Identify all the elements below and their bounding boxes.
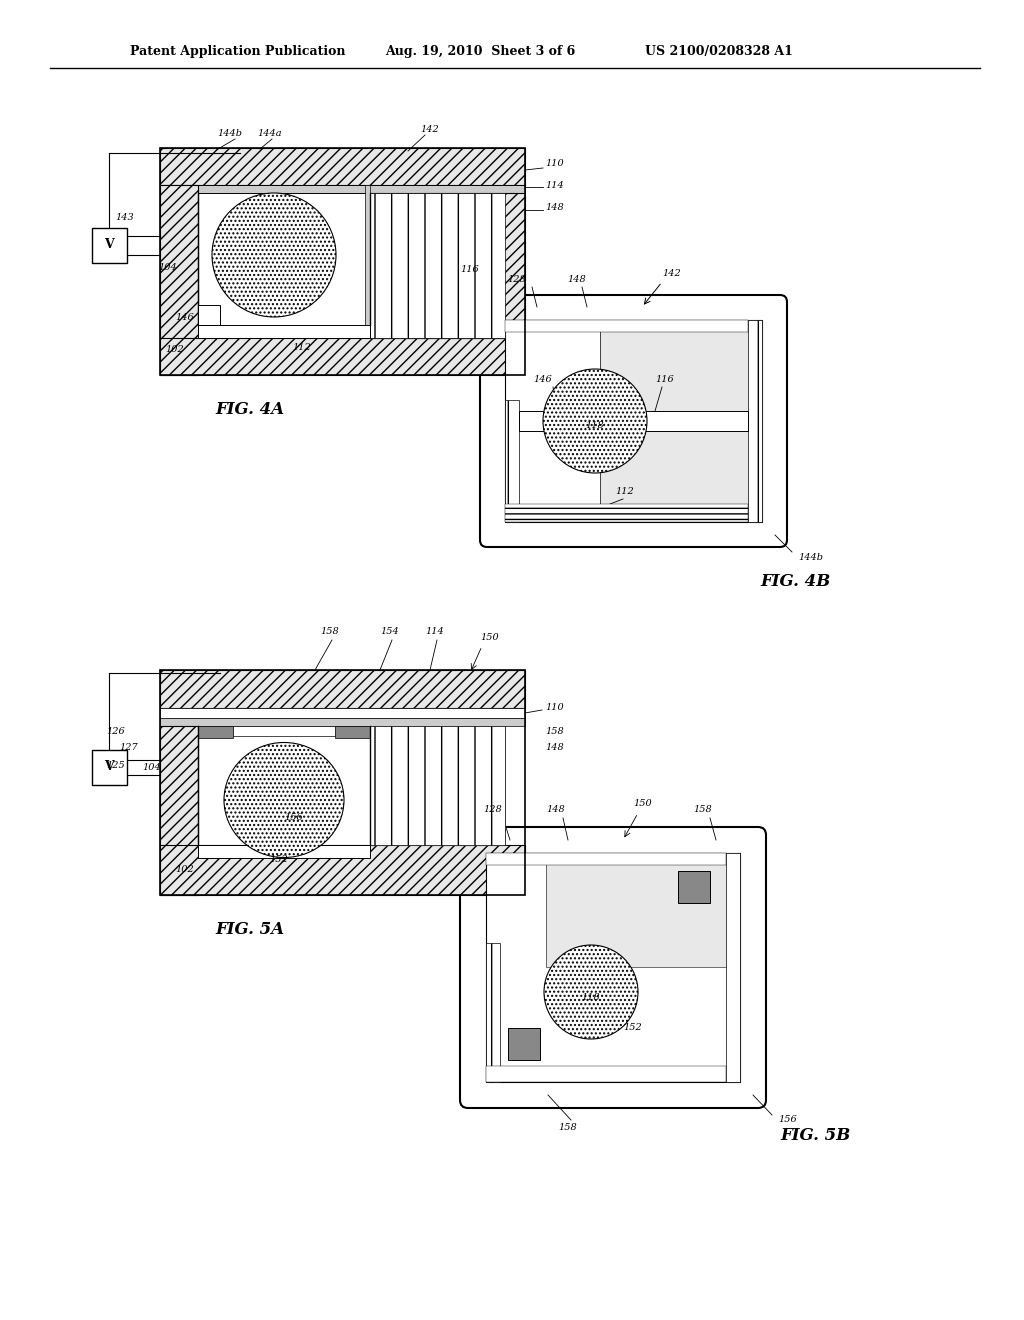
Text: 125: 125 (106, 760, 125, 770)
Text: 112: 112 (293, 343, 311, 352)
Bar (160, 185, 525, 193)
Bar (160, 148, 525, 375)
Text: 114: 114 (426, 627, 444, 636)
Bar (486, 853, 726, 865)
FancyBboxPatch shape (460, 828, 766, 1107)
Circle shape (212, 193, 336, 317)
Bar (370, 726, 505, 845)
Bar (198, 726, 233, 738)
Bar (160, 708, 525, 718)
Bar (486, 853, 740, 1082)
Text: 148: 148 (567, 276, 587, 285)
Text: 158: 158 (559, 1123, 578, 1133)
Text: 112: 112 (615, 487, 635, 496)
Text: 143: 143 (116, 214, 134, 223)
Text: US 2100/0208328 A1: US 2100/0208328 A1 (645, 45, 793, 58)
Text: 150: 150 (480, 634, 500, 643)
Bar (505, 319, 748, 333)
Text: 128: 128 (483, 805, 503, 814)
Text: 127: 127 (119, 742, 138, 751)
Text: 110: 110 (545, 704, 564, 713)
Bar (160, 338, 525, 375)
Text: 156: 156 (285, 813, 303, 822)
Text: 148: 148 (547, 805, 565, 814)
Text: 148: 148 (545, 743, 564, 752)
Bar (92, 228, 127, 263)
Text: 148: 148 (545, 203, 564, 213)
Text: 142: 142 (421, 125, 439, 135)
FancyBboxPatch shape (480, 294, 787, 546)
Bar (370, 193, 525, 338)
Bar (160, 845, 525, 895)
Text: 114: 114 (545, 181, 564, 190)
Text: 110: 110 (545, 158, 564, 168)
Text: 156: 156 (778, 1115, 797, 1125)
Text: FIG. 5A: FIG. 5A (215, 921, 285, 939)
Bar (160, 671, 525, 708)
Bar (600, 319, 762, 521)
Text: Patent Application Publication: Patent Application Publication (130, 45, 345, 58)
Text: 146: 146 (534, 375, 552, 384)
Text: 150: 150 (634, 799, 652, 808)
Bar (505, 400, 519, 521)
Bar (486, 1067, 726, 1082)
Circle shape (543, 370, 647, 473)
Text: 142: 142 (663, 269, 681, 279)
Text: 104: 104 (159, 264, 177, 272)
Bar (748, 319, 762, 521)
Text: 126: 126 (106, 727, 125, 737)
Text: 102: 102 (166, 346, 184, 355)
Text: FIG. 5B: FIG. 5B (780, 1126, 850, 1143)
Text: 158: 158 (321, 627, 339, 636)
Bar (233, 726, 335, 737)
Text: 152: 152 (624, 1023, 642, 1031)
Text: 104: 104 (142, 763, 162, 771)
Bar (370, 193, 505, 338)
Text: 158: 158 (693, 805, 713, 814)
Bar (546, 853, 740, 968)
Bar (160, 718, 525, 726)
Bar (505, 504, 748, 521)
Bar (726, 853, 740, 1082)
Text: 102: 102 (176, 866, 195, 874)
Bar (160, 671, 525, 895)
Bar (508, 1028, 540, 1060)
Text: 144b: 144b (217, 128, 243, 137)
Ellipse shape (224, 742, 344, 858)
Text: FIG. 4A: FIG. 4A (215, 401, 285, 418)
Text: 118: 118 (586, 421, 604, 430)
Text: V: V (104, 760, 114, 774)
Bar (198, 325, 370, 338)
Bar (678, 871, 710, 903)
Text: 144b: 144b (798, 553, 823, 562)
Bar (365, 185, 370, 338)
Text: 146: 146 (176, 314, 195, 322)
Text: 118: 118 (582, 993, 600, 1002)
Bar (505, 319, 762, 521)
Bar (546, 853, 740, 968)
Bar (486, 942, 500, 1082)
Bar (92, 750, 127, 785)
Bar (198, 845, 370, 858)
Bar (600, 319, 762, 521)
Text: 128: 128 (508, 276, 526, 285)
Bar (370, 726, 505, 845)
Text: V: V (104, 239, 114, 252)
Text: 144a: 144a (258, 128, 283, 137)
Bar (160, 185, 198, 375)
Text: Aug. 19, 2010  Sheet 3 of 6: Aug. 19, 2010 Sheet 3 of 6 (385, 45, 575, 58)
Text: 116: 116 (655, 375, 675, 384)
Bar (160, 148, 525, 185)
Text: 152: 152 (269, 855, 289, 865)
Text: 116: 116 (461, 265, 479, 275)
Bar (160, 726, 198, 895)
Text: FIG. 4B: FIG. 4B (760, 573, 830, 590)
Circle shape (544, 945, 638, 1039)
Text: 154: 154 (381, 627, 399, 636)
Bar (198, 305, 220, 325)
Text: 158: 158 (545, 726, 564, 735)
Bar (335, 726, 370, 738)
Bar (519, 411, 748, 432)
